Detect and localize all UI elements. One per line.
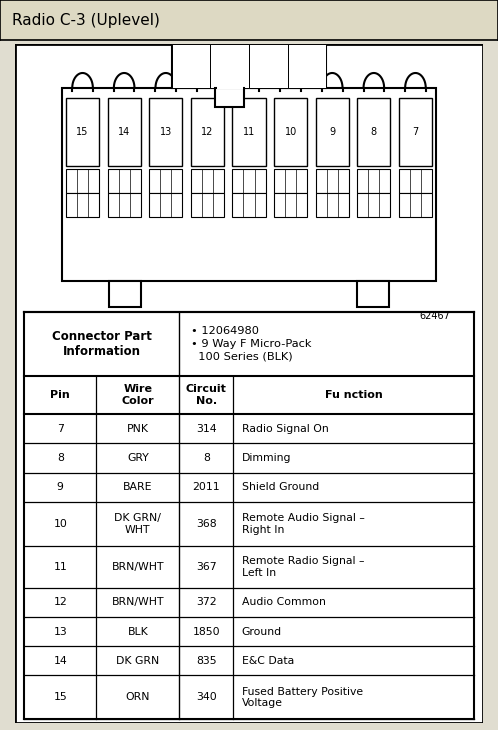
Bar	[316, 193, 349, 217]
Bar	[233, 169, 265, 193]
Text: Connector Part
Information: Connector Part Information	[52, 330, 152, 358]
Text: 12: 12	[53, 597, 67, 607]
Text: 7: 7	[57, 424, 64, 434]
Bar	[357, 281, 389, 307]
Bar	[316, 169, 349, 193]
Text: 2011: 2011	[193, 483, 220, 492]
Text: PNK: PNK	[127, 424, 149, 434]
Bar	[191, 169, 224, 193]
Text: 10: 10	[53, 519, 67, 529]
Bar	[210, 0, 249, 44]
Bar	[149, 193, 182, 217]
Text: DK GRN: DK GRN	[116, 656, 159, 666]
Text: Remote Radio Signal –
Left In: Remote Radio Signal – Left In	[242, 556, 364, 577]
Bar	[108, 169, 141, 193]
Bar	[66, 169, 99, 193]
Text: 8: 8	[203, 453, 210, 463]
Text: 15: 15	[53, 692, 67, 702]
Text: Dimming: Dimming	[242, 453, 291, 463]
Text: 11: 11	[53, 562, 67, 572]
Text: 13: 13	[53, 626, 67, 637]
Text: Radio Signal On: Radio Signal On	[242, 424, 329, 434]
Text: Circuit
No.: Circuit No.	[186, 384, 227, 406]
Bar	[108, 98, 141, 166]
Bar	[316, 98, 349, 166]
Text: 9: 9	[57, 483, 64, 492]
Text: 13: 13	[160, 127, 172, 137]
Text: DK GRN/
WHT: DK GRN/ WHT	[115, 513, 161, 534]
Text: 372: 372	[196, 597, 217, 607]
Text: Ground: Ground	[242, 626, 282, 637]
Bar	[357, 98, 390, 166]
Bar	[172, 44, 210, 88]
Text: Remote Audio Signal –
Right In: Remote Audio Signal – Right In	[242, 513, 365, 534]
Text: GRY: GRY	[127, 453, 148, 463]
Text: 15: 15	[76, 127, 89, 137]
Text: BARE: BARE	[123, 483, 152, 492]
Text: Radio C-3 (Uplevel): Radio C-3 (Uplevel)	[12, 13, 160, 28]
Bar	[357, 193, 390, 217]
Bar	[210, 44, 249, 88]
Text: 7: 7	[412, 127, 418, 137]
Text: Fu nction: Fu nction	[325, 390, 382, 400]
Bar	[288, 44, 326, 88]
Bar	[357, 169, 390, 193]
Bar	[109, 281, 141, 307]
Text: Shield Ground: Shield Ground	[242, 483, 319, 492]
Text: 1850: 1850	[193, 626, 220, 637]
Bar	[191, 98, 224, 166]
Text: Audio Common: Audio Common	[242, 597, 326, 607]
Text: 14: 14	[118, 127, 130, 137]
Bar	[172, 0, 326, 88]
Bar	[215, 88, 244, 107]
Bar	[399, 169, 432, 193]
Text: 14: 14	[53, 656, 67, 666]
Bar	[108, 193, 141, 217]
Text: 314: 314	[196, 424, 217, 434]
Bar	[399, 98, 432, 166]
Bar	[149, 98, 182, 166]
Bar	[217, 85, 243, 89]
Text: 367: 367	[196, 562, 217, 572]
Text: 12: 12	[201, 127, 214, 137]
Bar	[66, 98, 99, 166]
Bar	[249, 44, 288, 88]
Bar	[274, 169, 307, 193]
Bar	[62, 88, 436, 281]
Text: 10: 10	[284, 127, 297, 137]
Text: ORN: ORN	[125, 692, 150, 702]
Text: BRN/WHT: BRN/WHT	[112, 597, 164, 607]
Bar	[172, 0, 210, 44]
Text: E&C Data: E&C Data	[242, 656, 294, 666]
Text: 62467: 62467	[419, 310, 450, 320]
Text: 8: 8	[57, 453, 64, 463]
Text: 340: 340	[196, 692, 217, 702]
Text: Fused Battery Positive
Voltage: Fused Battery Positive Voltage	[242, 687, 363, 708]
Text: 11: 11	[243, 127, 255, 137]
Text: 8: 8	[371, 127, 377, 137]
Bar	[233, 193, 265, 217]
Text: Wire
Color: Wire Color	[122, 384, 154, 406]
Text: 368: 368	[196, 519, 217, 529]
Text: BLK: BLK	[127, 626, 148, 637]
Text: • 12064980
• 9 Way F Micro-Pack
  100 Series (BLK): • 12064980 • 9 Way F Micro-Pack 100 Seri…	[191, 326, 312, 362]
Text: 9: 9	[329, 127, 335, 137]
Bar	[274, 193, 307, 217]
Bar	[191, 193, 224, 217]
Bar	[233, 98, 265, 166]
Bar	[249, 0, 288, 44]
Bar	[399, 193, 432, 217]
Text: 835: 835	[196, 656, 217, 666]
Bar	[274, 98, 307, 166]
Text: Pin: Pin	[50, 390, 70, 400]
Bar	[149, 169, 182, 193]
Bar	[288, 0, 326, 44]
Text: BRN/WHT: BRN/WHT	[112, 562, 164, 572]
Bar	[66, 193, 99, 217]
